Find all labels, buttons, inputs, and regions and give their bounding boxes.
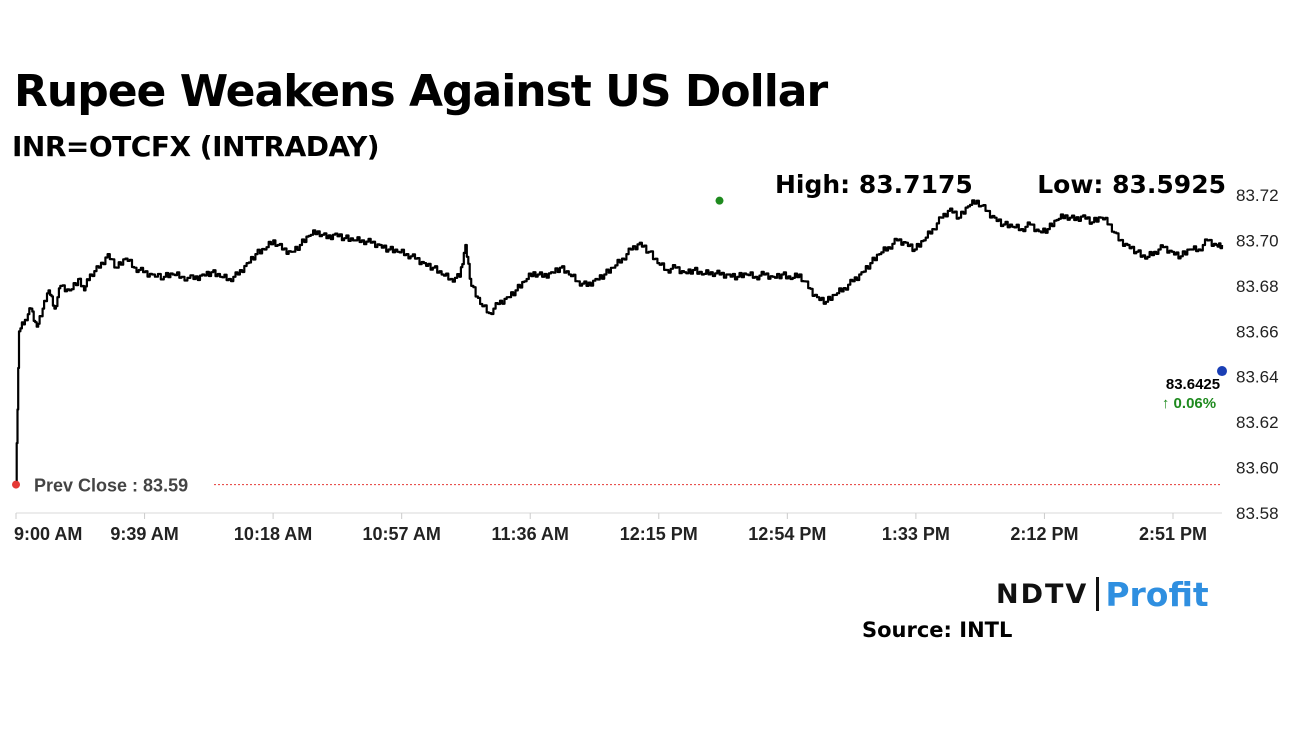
x-tick-label: 10:57 AM <box>362 524 440 544</box>
x-tick-label: 2:51 PM <box>1139 524 1207 544</box>
x-tick-label: 10:18 AM <box>234 524 312 544</box>
brand-logo: NDTV Profit <box>996 574 1209 614</box>
x-tick-label: 2:12 PM <box>1010 524 1078 544</box>
high-marker <box>715 196 724 205</box>
chart-title: Rupee Weakens Against US Dollar <box>14 66 828 117</box>
brand-profit: Profit <box>1105 574 1209 614</box>
y-tick-label: 83.70 <box>1236 231 1279 250</box>
last-price-marker <box>1217 366 1227 377</box>
price-change-label: ↑ 0.06% <box>1162 395 1216 412</box>
x-tick-label: 11:36 AM <box>492 524 569 544</box>
y-tick-label: 83.60 <box>1236 459 1279 478</box>
series-line <box>15 199 1224 486</box>
chart-subtitle: INR=OTCFX (INTRADAY) <box>12 130 380 163</box>
last-price-label: 83.6425 <box>1166 376 1220 393</box>
y-tick-label: 83.68 <box>1236 277 1279 296</box>
brand-ndtv: NDTV <box>996 578 1089 610</box>
x-tick-label: 12:15 PM <box>620 524 698 544</box>
prev-close-marker <box>12 480 20 489</box>
y-tick-label: 83.64 <box>1236 368 1279 387</box>
low-label: Low: 83.5925 <box>1037 170 1226 199</box>
x-tick-label: 12:54 PM <box>748 524 826 544</box>
y-tick-label: 83.72 <box>1236 186 1279 205</box>
high-label: High: 83.7175 <box>775 170 973 199</box>
brand-divider <box>1096 577 1100 611</box>
y-tick-label: 83.58 <box>1236 504 1279 523</box>
x-tick-label: 9:00 AM <box>14 524 82 544</box>
y-tick-label: 83.62 <box>1236 413 1279 432</box>
y-tick-label: 83.66 <box>1236 322 1279 341</box>
source-note: Source: INTL <box>862 618 1013 642</box>
prev-close-label: Prev Close : 83.59 <box>34 476 188 496</box>
x-tick-label: 9:39 AM <box>110 524 178 544</box>
x-tick-label: 1:33 PM <box>882 524 950 544</box>
